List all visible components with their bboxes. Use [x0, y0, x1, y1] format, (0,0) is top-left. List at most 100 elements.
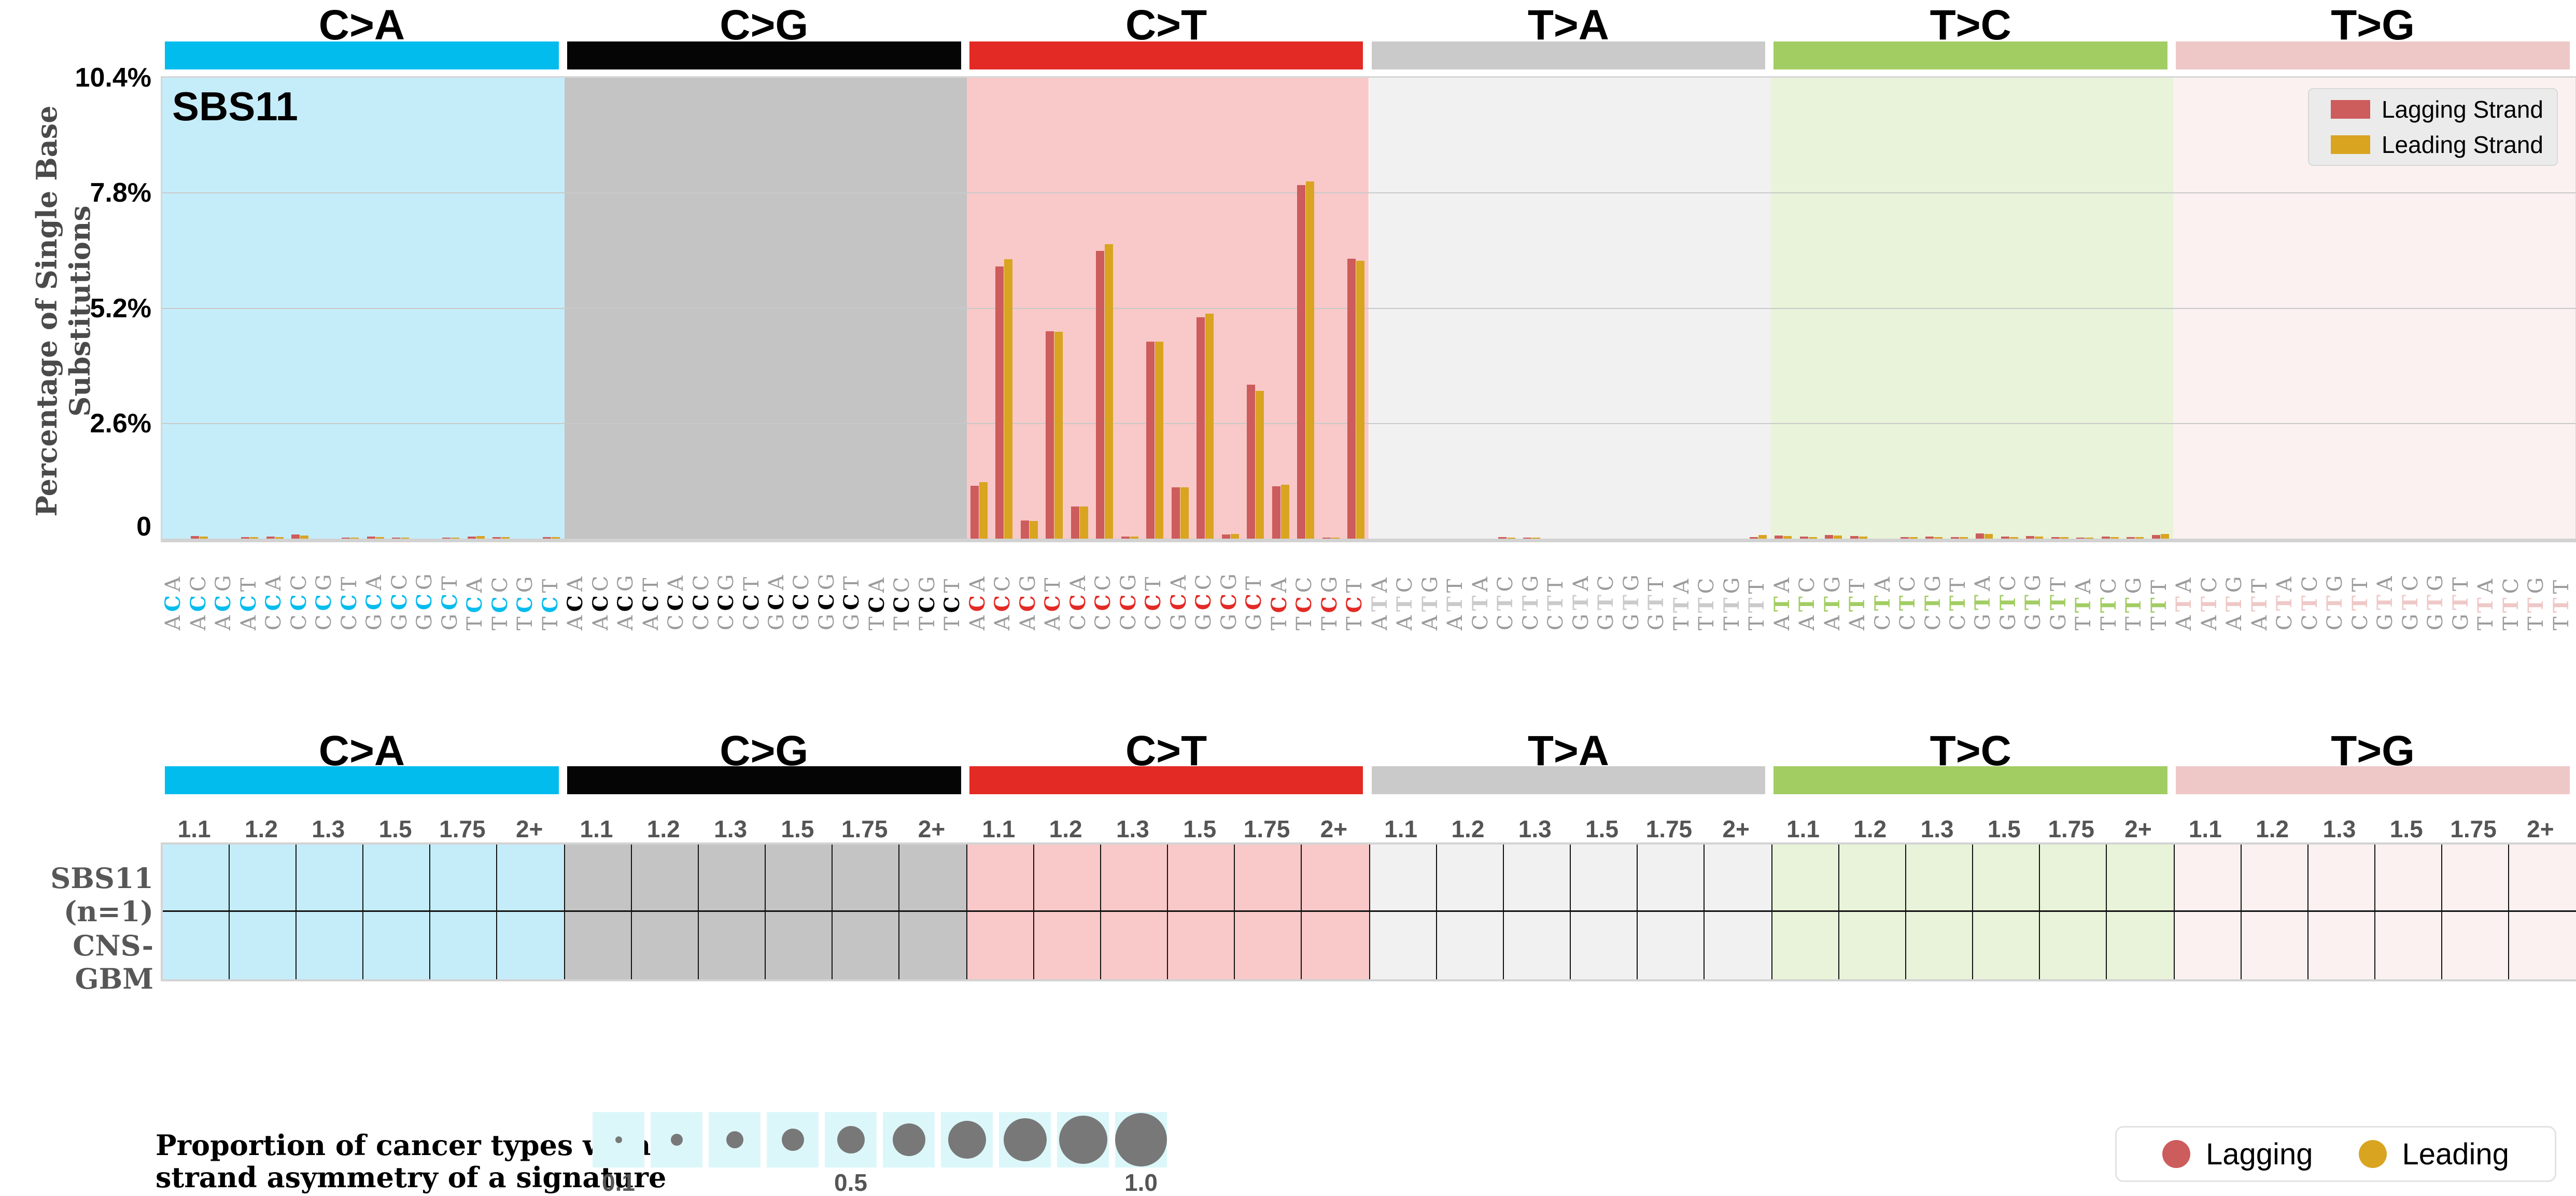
- table-cell: [1235, 912, 1302, 979]
- bar-leading: [1808, 537, 1817, 539]
- y-tick-label: 0: [136, 512, 151, 542]
- chart-group-title: C>G: [720, 2, 809, 49]
- table-cell: [1973, 912, 2040, 979]
- table-group: [2174, 845, 2576, 979]
- fold-change-column-header: 1.75: [1645, 815, 1693, 842]
- fold-change-column-header: 2+: [2124, 815, 2152, 842]
- asymmetry-table: [161, 842, 2576, 981]
- table-cell: [497, 912, 564, 979]
- strand-legend-lagging: Lagging: [2162, 1137, 2313, 1172]
- bar-lagging: [1297, 185, 1306, 539]
- table-group-title: T>C: [1930, 727, 2011, 775]
- bar-leading: [1783, 536, 1792, 539]
- table-cell: [363, 912, 431, 979]
- table-cell: [1034, 845, 1102, 912]
- y-tick-label: 5.2%: [90, 293, 151, 323]
- bar-lagging: [1749, 537, 1758, 539]
- bar-lagging: [1523, 538, 1532, 539]
- bar-lagging: [1146, 341, 1155, 539]
- table-cell: [1168, 845, 1235, 912]
- fold-change-column-header: 2+: [1722, 815, 1750, 842]
- bubble-cell: [709, 1112, 761, 1167]
- bubble-legend-caption: Proportion of cancer types with strand a…: [156, 1129, 666, 1193]
- fold-change-column-header: 1.5: [781, 815, 814, 842]
- table-cell: [1235, 845, 1302, 912]
- fold-change-column-header: 1.1: [982, 815, 1016, 842]
- table-group: [1370, 845, 1772, 979]
- bar-leading: [2085, 538, 2094, 539]
- bar-leading: [2135, 537, 2144, 539]
- table-cell: [1772, 912, 1839, 979]
- lagging-dot-icon: [2162, 1140, 2191, 1168]
- table-cell: [2442, 912, 2509, 979]
- bar-lagging: [1020, 520, 1029, 539]
- caption-line-1: Proportion of cancer types with: [156, 1129, 651, 1162]
- bar-lagging: [1322, 538, 1331, 539]
- fold-change-column-header: 1.1: [2188, 815, 2222, 842]
- table-cell: [1101, 912, 1169, 979]
- bar-lagging: [2076, 538, 2085, 539]
- bubble-cell: [999, 1112, 1051, 1167]
- fold-change-column-header: 1.5: [2389, 815, 2423, 842]
- gridline: [162, 192, 2575, 194]
- leading-strand-label: Leading Strand: [2381, 131, 2543, 158]
- bubble-dot-icon: [1003, 1118, 1047, 1161]
- gridline: [162, 423, 2575, 424]
- chart-group-title: C>T: [1125, 2, 1207, 49]
- bar-leading: [1331, 538, 1340, 539]
- table-group-title: T>A: [1527, 727, 1610, 775]
- bar-leading: [451, 538, 460, 539]
- bubble-dot-icon: [615, 1136, 622, 1143]
- table-cell: [1839, 845, 1906, 912]
- bar-leading: [2009, 537, 2018, 539]
- bar-lagging: [266, 536, 275, 539]
- fold-change-column-header: 1.75: [841, 815, 888, 842]
- chart-group-strip: [567, 41, 961, 69]
- bar-lagging: [1247, 385, 1256, 539]
- bar-lagging: [1775, 536, 1783, 539]
- table-cell: [565, 845, 632, 912]
- bar-leading: [350, 538, 359, 539]
- bar-leading: [1079, 506, 1088, 539]
- strand-legend-leading: Leading: [2358, 1137, 2509, 1172]
- fold-change-column-header: 2+: [515, 815, 543, 842]
- table-group-strip: [969, 766, 1363, 794]
- bar-leading: [1230, 534, 1239, 539]
- fold-change-column-header: 1.75: [2450, 815, 2497, 842]
- bar-lagging: [1900, 537, 1909, 539]
- bar-lagging: [2026, 536, 2035, 539]
- table-cell: [833, 912, 900, 979]
- chart-group-strip: [969, 41, 1363, 69]
- bar-leading: [1834, 536, 1842, 539]
- table-cell: [2174, 845, 2242, 912]
- fold-change-column-header: 1.75: [2048, 815, 2094, 842]
- bar-leading: [375, 537, 384, 539]
- table-cell: [163, 845, 230, 912]
- fold-change-column-header: 1.2: [1451, 815, 1485, 842]
- fold-change-column-header: 2+: [918, 815, 946, 842]
- table-cell: [833, 845, 900, 912]
- bar-leading: [1054, 331, 1063, 539]
- bar-lagging: [241, 537, 250, 539]
- chart-group-strip: [1371, 41, 1766, 69]
- table-cell: [2442, 845, 2509, 912]
- bar-leading: [2110, 537, 2119, 539]
- bubble-cell: [593, 1112, 644, 1167]
- table-row-label-cancer-type: CNS-GBM: [73, 929, 153, 995]
- table-group: [967, 845, 1370, 979]
- fold-change-column-header: 1.3: [714, 815, 748, 842]
- leading-label: Leading: [2402, 1137, 2509, 1171]
- bar-lagging: [2127, 537, 2135, 539]
- bar-lagging: [995, 266, 1004, 539]
- bar-leading: [1130, 536, 1138, 539]
- table-cell: [766, 912, 833, 979]
- bubble-dot-icon: [1059, 1116, 1107, 1164]
- table-group-strip: [2176, 766, 2570, 794]
- bubble-cell: [941, 1112, 993, 1167]
- fold-change-column-header: 1.5: [1585, 815, 1619, 842]
- gridline: [162, 307, 2575, 309]
- bar-lagging: [467, 536, 476, 539]
- bubble-size-legend: [593, 1112, 1167, 1167]
- bar-leading: [1205, 313, 1214, 539]
- bubble-dot-icon: [670, 1134, 683, 1146]
